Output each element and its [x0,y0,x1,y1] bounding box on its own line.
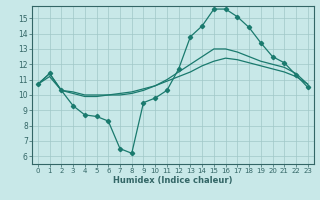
X-axis label: Humidex (Indice chaleur): Humidex (Indice chaleur) [113,176,233,185]
